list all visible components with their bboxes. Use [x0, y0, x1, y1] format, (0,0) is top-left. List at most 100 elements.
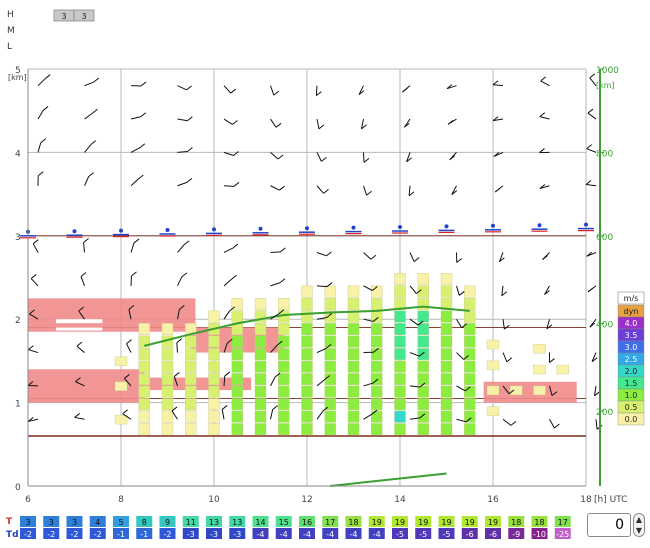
wind-barb-flag	[186, 85, 192, 91]
temp-cell	[113, 516, 129, 527]
thermal-bar-cell	[301, 310, 313, 323]
wind-barb-flag	[32, 239, 39, 245]
dewpoint-value: -2	[24, 530, 32, 539]
wind-barb-flag	[76, 341, 83, 347]
wind-barb-flag	[504, 324, 510, 330]
wind-barb-flag	[92, 108, 98, 114]
wind-barb	[221, 409, 225, 420]
cumulus-cell	[510, 385, 523, 396]
y-right-tick-label: 600	[596, 233, 613, 243]
wind-barb	[409, 417, 420, 420]
dewpoint-value: -5	[443, 530, 451, 539]
wind-barb	[74, 416, 85, 420]
wind-barb-flag	[140, 81, 147, 87]
legend-label: 0.5	[625, 403, 638, 412]
thermal-bar-cell	[417, 373, 429, 386]
freezing-dot	[491, 223, 495, 228]
wind-barb	[363, 252, 372, 260]
thermal-bar-cell	[440, 410, 453, 423]
wind-barb	[83, 242, 85, 253]
wind-barb-flag	[403, 122, 410, 128]
wind-barb-flag	[539, 112, 546, 118]
wind-barb	[37, 78, 46, 87]
wind-barb-flag	[131, 271, 137, 277]
wind-barb-flag	[493, 152, 500, 157]
wind-barb-flag	[419, 382, 426, 388]
humidity-gap	[55, 327, 103, 331]
thermal-bar-cell	[254, 360, 267, 373]
thermal-bar-cell	[324, 310, 336, 323]
thermal-bar-cell	[208, 385, 220, 398]
thermal-bar-cell	[417, 335, 429, 348]
thermal-bar-cell	[324, 398, 336, 411]
wind-barb-flag	[140, 112, 147, 118]
legend-label: 0.0	[625, 415, 638, 424]
freezing-dot	[258, 226, 263, 231]
wind-barb-flag	[464, 386, 471, 392]
thermal-bar-cell	[185, 360, 197, 373]
thermal-bar-cell	[440, 373, 453, 386]
y-right-tick-label: 200	[596, 408, 613, 418]
temp-value: 19	[372, 518, 382, 527]
wind-barb	[316, 410, 324, 420]
legend-label: 3.0	[625, 343, 638, 352]
thermal-bar-cell	[347, 410, 360, 423]
thermal-bar-cell	[324, 423, 336, 436]
wind-barb-flag	[499, 257, 505, 263]
thermal-bar-cell	[254, 348, 267, 361]
wind-barb	[28, 418, 39, 422]
dewpoint-value: -4	[326, 530, 334, 539]
thermal-bar-cell	[161, 323, 174, 336]
thermal-bar-cell	[301, 360, 313, 373]
wind-barb	[456, 385, 466, 392]
temp-value: 15	[279, 518, 289, 527]
wind-barb	[75, 381, 85, 387]
wind-barb	[173, 376, 178, 387]
wind-barb-flag	[318, 124, 325, 130]
temp-value: 13	[209, 518, 219, 527]
thermal-bar-cell	[185, 398, 197, 411]
legend-label: 1.0	[625, 391, 638, 400]
wind-barb-flag	[591, 357, 598, 363]
spinner-up-icon[interactable]: ▲	[635, 515, 643, 524]
wind-barb	[122, 413, 132, 420]
spinner-down-icon[interactable]: ▼	[635, 526, 643, 535]
wind-barb-flag	[372, 317, 379, 322]
wind-barb	[130, 178, 139, 187]
spinner-buttons[interactable]: ▲ ▼	[633, 513, 645, 537]
hour-offset-spinner[interactable]: 0	[587, 513, 631, 537]
wind-barb-flag	[447, 119, 454, 125]
spinner-value: 0	[615, 517, 624, 533]
dewpoint-cell	[43, 528, 60, 539]
temp-value: 16	[302, 518, 312, 527]
wind-barb	[130, 116, 141, 120]
wind-barb-flag	[419, 413, 426, 419]
thermal-bar-cell	[464, 285, 476, 298]
thermal-bar-cell	[394, 385, 406, 398]
thermal-bar-cell	[138, 423, 150, 436]
wind-barb-flag	[408, 191, 415, 197]
wind-barb	[76, 345, 85, 353]
wind-barb	[37, 110, 44, 120]
wind-barb-flag	[554, 423, 560, 429]
freezing-dot	[398, 225, 402, 229]
thermal-bar-cell	[440, 273, 453, 286]
wind-barb-flag	[501, 291, 508, 297]
thermal-bar-cell	[417, 298, 429, 311]
wind-barb-flag	[494, 187, 501, 193]
wind-barb	[595, 419, 598, 430]
thermal-bar-cell	[161, 410, 174, 423]
wind-barb	[84, 81, 94, 87]
cumulus-cell	[556, 364, 569, 375]
convergence-line	[330, 472, 447, 487]
thermal-bar-cell	[394, 360, 406, 373]
wind-barb	[363, 413, 373, 420]
thermal-bar-cell	[208, 410, 220, 423]
thermal-bar-cell	[301, 423, 313, 436]
wind-barb	[223, 151, 234, 156]
thermal-bar-cell	[464, 335, 476, 348]
thermal-bar-cell	[440, 385, 453, 398]
temp-cell	[392, 516, 408, 527]
temp-value: 19	[488, 518, 498, 527]
wind-barb-flag	[278, 309, 285, 315]
